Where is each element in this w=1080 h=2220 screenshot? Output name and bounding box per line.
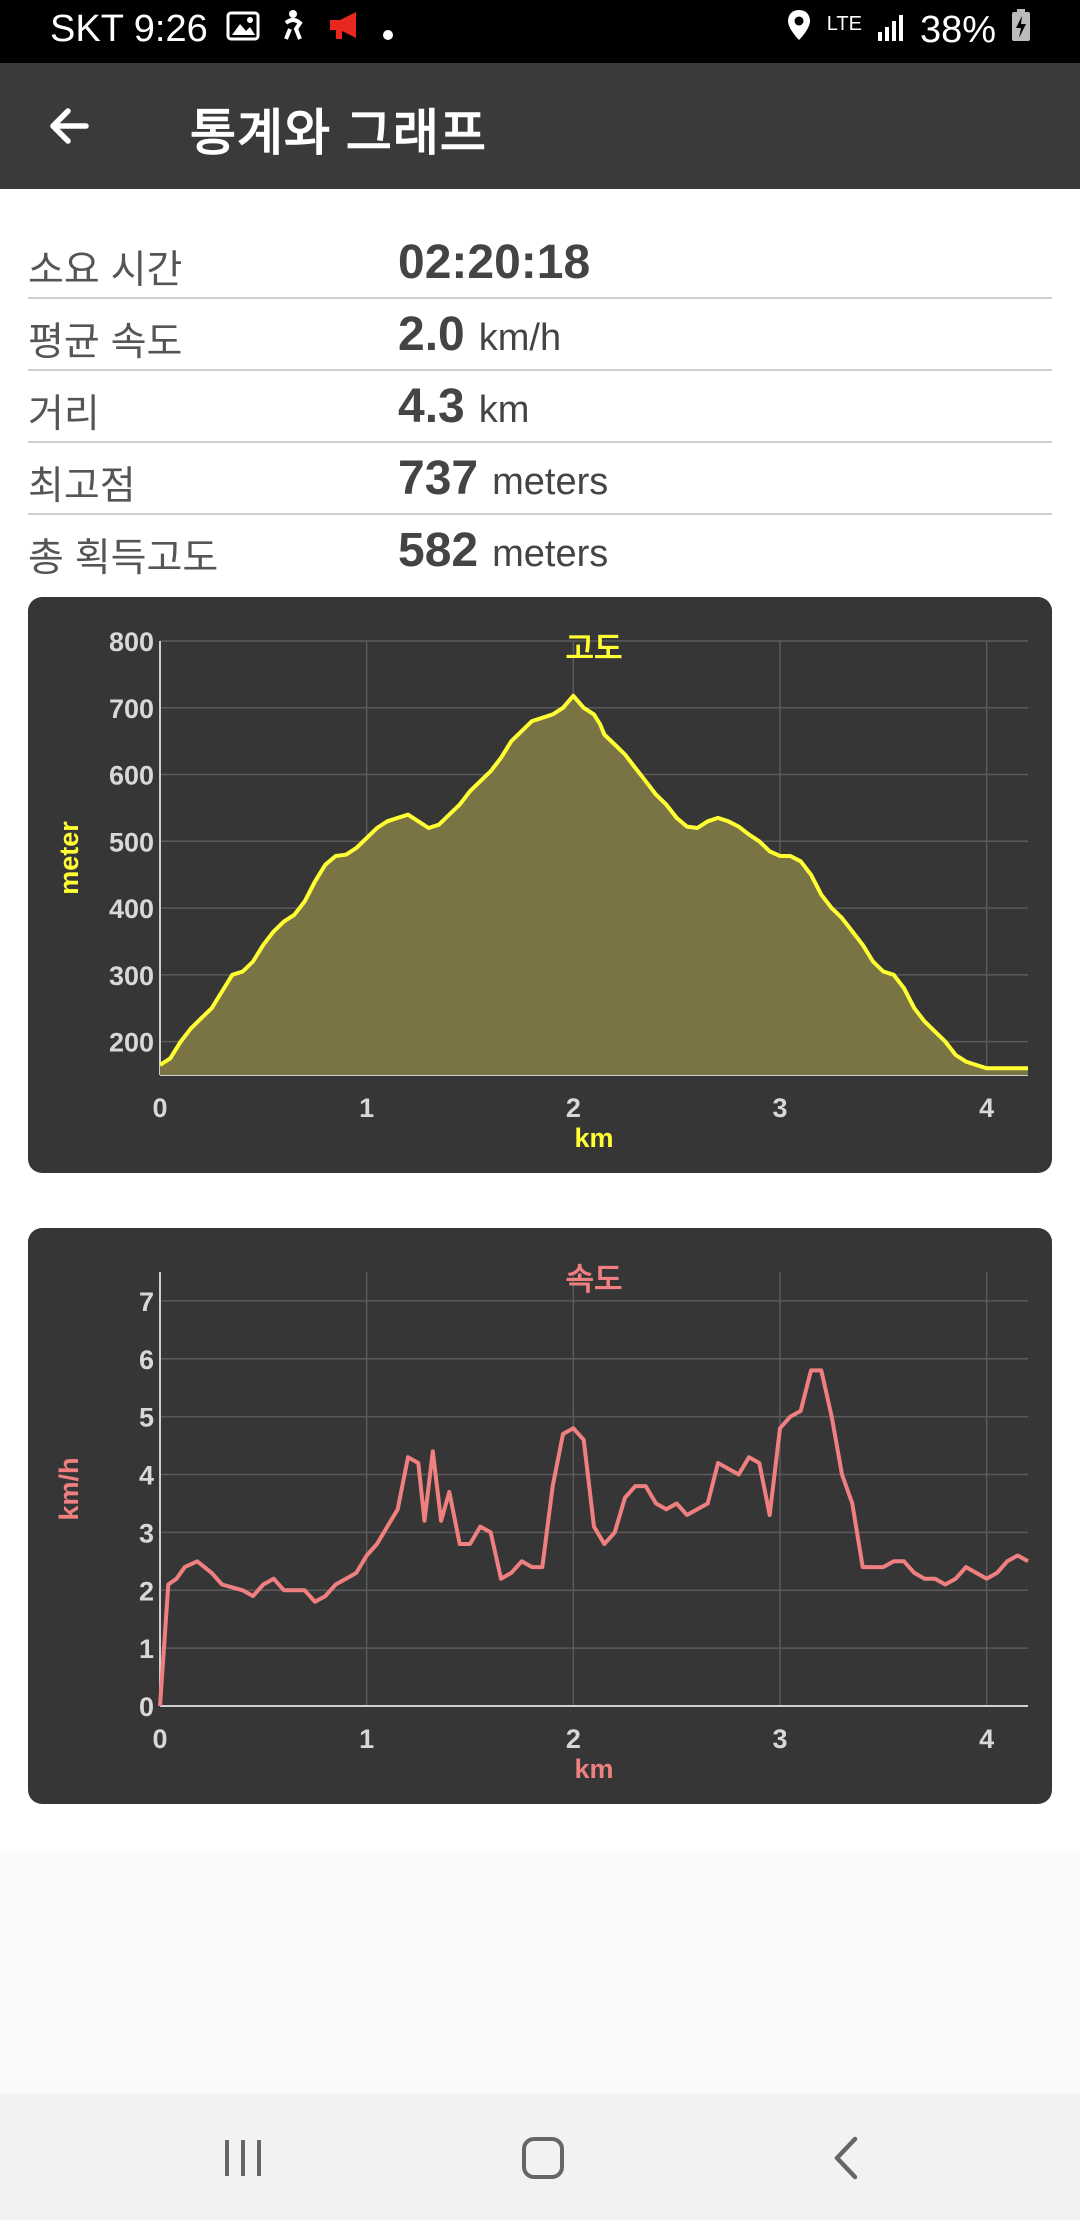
y-tick-label: 2 <box>139 1576 154 1606</box>
elevation-chart-svg: 0 1 2 3 4 200 300 400 500 600 700 800 고도 km meter <box>54 627 1028 1153</box>
battery-charging-icon <box>1010 8 1032 52</box>
content-area: 소요 시간 02:20:18 평균 속도 2.0 km/h 거리 4.3 km 최고… <box>0 189 1080 1851</box>
series-line <box>158 693 1028 1071</box>
system-back-button[interactable] <box>807 2123 887 2193</box>
x-axis-label: km <box>574 1123 613 1153</box>
hiking-icon <box>278 8 308 51</box>
stat-row-duration: 소요 시간 02:20:18 <box>28 227 1052 299</box>
x-tick-label: 0 <box>152 1724 167 1754</box>
x-tick-label: 2 <box>566 1093 581 1123</box>
y-axis-label: meter <box>54 821 84 895</box>
megaphone-icon <box>326 8 364 51</box>
elevation-chart[interactable]: 0 1 2 3 4 200 300 400 500 600 700 800 고도 km meter <box>28 597 1052 1173</box>
x-tick-label: 2 <box>566 1724 581 1754</box>
y-tick-label: 600 <box>109 761 154 791</box>
x-tick-label: 1 <box>359 1724 374 1754</box>
speed-chart[interactable]: 0 1 2 3 4 0 1 2 3 4 5 6 7 속도 km km/h <box>28 1228 1052 1804</box>
x-tick-label: 4 <box>979 1724 994 1754</box>
back-button[interactable] <box>40 96 110 156</box>
app-bar: 통계와 그래프 <box>0 63 1080 189</box>
stat-row-avg-speed: 평균 속도 2.0 km/h <box>28 299 1052 371</box>
stats-table: 소요 시간 02:20:18 평균 속도 2.0 km/h 거리 4.3 km 최고… <box>28 227 1052 585</box>
stat-label: 최고점 <box>28 465 136 508</box>
stat-label: 소요 시간 <box>28 249 183 292</box>
y-tick-label: 5 <box>139 1403 154 1433</box>
chart-title: 고도 <box>565 631 622 666</box>
stat-value: 737 meters <box>398 452 609 505</box>
series-line <box>158 1368 1029 1707</box>
battery-percent: 38% <box>919 8 996 51</box>
stat-unit: km <box>478 389 530 431</box>
stat-unit: meters <box>492 533 609 575</box>
y-tick-label: 0 <box>139 1692 154 1722</box>
location-icon <box>785 8 813 52</box>
x-tick-label: 3 <box>772 1724 787 1754</box>
recent-apps-button[interactable] <box>203 2123 283 2193</box>
y-tick-label: 200 <box>109 1028 154 1058</box>
stat-row-distance: 거리 4.3 km <box>28 371 1052 443</box>
y-tick-label: 6 <box>139 1345 154 1375</box>
chevron-left-icon <box>834 2136 858 2180</box>
recent-apps-icon <box>225 2140 261 2176</box>
x-tick-label: 1 <box>359 1093 374 1123</box>
y-axis-label: km/h <box>54 1457 84 1520</box>
x-tick-label: 3 <box>772 1093 787 1123</box>
y-tick-label: 3 <box>139 1518 154 1548</box>
network-type: LTE <box>826 13 862 35</box>
speed-chart-svg: 0 1 2 3 4 0 1 2 3 4 5 6 7 속도 km km/h <box>54 1262 1029 1784</box>
navigation-bar <box>0 2093 1080 2220</box>
carrier-time: SKT 9:26 <box>50 8 208 50</box>
gallery-icon <box>226 8 260 51</box>
home-button[interactable] <box>503 2123 583 2193</box>
signal-icon <box>876 9 906 52</box>
stat-value: 582 meters <box>398 524 609 577</box>
stat-unit: km/h <box>478 317 562 359</box>
stat-row-total-gain: 총 획득고도 582 meters <box>28 515 1052 585</box>
y-tick-label: 1 <box>139 1634 154 1664</box>
stat-label: 거리 <box>28 393 100 436</box>
y-tick-label: 400 <box>109 894 154 924</box>
stat-value: 02:20:18 <box>398 236 591 289</box>
chart-title: 속도 <box>565 1262 622 1297</box>
stat-unit: meters <box>492 461 609 503</box>
stat-value: 4.3 km <box>398 380 530 433</box>
x-tick-label: 0 <box>152 1093 167 1123</box>
stat-row-max-elevation: 최고점 737 meters <box>28 443 1052 515</box>
y-tick-label: 4 <box>139 1461 154 1491</box>
x-axis-label: km <box>574 1754 613 1784</box>
arrow-left-icon <box>50 108 89 144</box>
y-tick-label: 7 <box>139 1287 154 1317</box>
series-area <box>160 695 1028 1075</box>
y-tick-label: 500 <box>109 827 154 857</box>
y-tick-label: 300 <box>109 961 154 991</box>
y-tick-label: 800 <box>109 627 154 657</box>
home-icon <box>522 2137 564 2179</box>
x-tick-label: 4 <box>979 1093 994 1123</box>
stat-label: 평균 속도 <box>28 321 183 364</box>
dot-icon <box>382 8 394 51</box>
y-tick-label: 700 <box>109 694 154 724</box>
page-title: 통계와 그래프 <box>190 105 487 161</box>
stat-value: 2.0 km/h <box>398 308 562 361</box>
stat-label: 총 획득고도 <box>28 537 219 580</box>
status-bar: SKT 9:26 LTE 38% <box>0 0 1080 63</box>
